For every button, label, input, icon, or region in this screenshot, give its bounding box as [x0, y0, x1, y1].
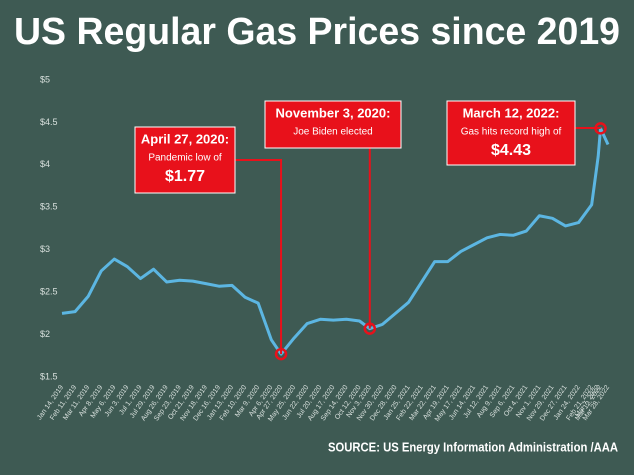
- source: SOURCE: US Energy Information Administra…: [328, 439, 619, 454]
- annotation-box: [264, 100, 402, 149]
- annotation-connector: [235, 159, 283, 355]
- annotation-title: April 27, 2020:: [141, 131, 229, 146]
- annotation-value: $1.77: [165, 168, 205, 185]
- y-tick-label: $4: [40, 159, 50, 169]
- annotation-marker: [594, 122, 607, 135]
- y-tick-label: $3: [40, 244, 50, 254]
- annotation-marker: [274, 347, 288, 361]
- y-tick-label: $3.5: [40, 202, 58, 212]
- y-tick-label: $4.5: [40, 117, 58, 127]
- chart-title: US Regular Gas Prices since 2019: [14, 11, 620, 53]
- annotation-box: [134, 126, 236, 194]
- annotation-title: November 3, 2020:: [276, 105, 391, 120]
- y-tick-label: $1.5: [40, 371, 58, 381]
- annotation-text: Gas hits record high of: [461, 127, 562, 138]
- annotation-value: $4.43: [491, 142, 531, 159]
- annotation-text: Pandemic low of: [148, 153, 222, 164]
- annotation-box: [446, 100, 576, 166]
- annotation-text: Joe Biden elected: [293, 127, 373, 138]
- annotation-marker: [363, 322, 377, 335]
- y-tick-label: $5: [40, 74, 50, 84]
- annotation-title: March 12, 2022:: [463, 105, 560, 120]
- y-tick-label: $2: [40, 329, 50, 339]
- y-tick-label: $2.5: [40, 287, 58, 297]
- line: [61, 126, 610, 356]
